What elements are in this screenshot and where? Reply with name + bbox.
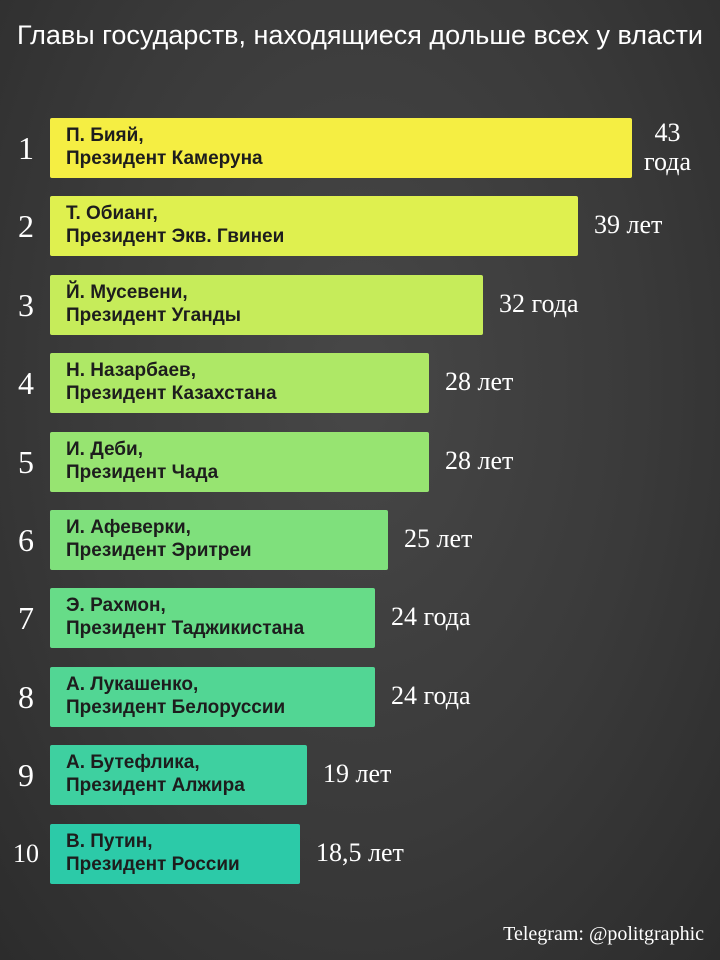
bar-leader-name: Т. Обианг,: [66, 203, 158, 224]
bar-leader-name: И. Афеверки,: [66, 517, 191, 538]
bar-7: Э. Рахмон, Президент Таджикистана: [50, 588, 375, 648]
bar-leader-position: Президент Камеруна: [66, 148, 263, 169]
rank-number: 6: [18, 522, 34, 558]
bar-leader-position: Президент Алжира: [66, 775, 245, 796]
bar-6: И. Афеверки, Президент Эритреи: [50, 510, 388, 570]
bar-leader-name: А. Лукашенко,: [66, 674, 199, 695]
bar-8: А. Лукашенко, Президент Белоруссии: [50, 667, 375, 727]
bar-leader-position: Президент России: [66, 854, 240, 875]
bar-2: Т. Обианг, Президент Экв. Гвинеи: [50, 196, 578, 256]
bar-value-label: 19 лет: [323, 759, 392, 788]
bar-leader-name: А. Бутефлика,: [66, 752, 200, 773]
bar-leader-position: Президент Таджикистана: [66, 618, 305, 639]
bar-leader-position: Президент Экв. Гвинеи: [66, 226, 285, 247]
bar-value-label: 18,5 лет: [316, 838, 404, 867]
bar-5: И. Деби, Президент Чада: [50, 432, 429, 492]
bar-10: В. Путин, Президент России: [50, 824, 300, 884]
bar-value-label: 28 лет: [445, 446, 514, 475]
bar-leader-position: Президент Уганды: [66, 305, 241, 326]
rank-number: 7: [18, 600, 34, 636]
bar-leader-position: Президент Казахстана: [66, 383, 277, 404]
bar-leader-position: Президент Белоруссии: [66, 697, 286, 718]
bar-value-label: 24 года: [391, 602, 471, 631]
bar-value-label: 43 года: [644, 118, 692, 176]
chart-title: Главы государств, находящиеся дольше все…: [17, 20, 703, 50]
rank-number: 10: [13, 839, 39, 868]
footer-credit: Telegram: @politgraphic: [503, 923, 704, 945]
bar-1: П. Бияй, Президент Камеруна: [50, 118, 632, 178]
bar-leader-position: Президент Чада: [66, 462, 219, 483]
bar-leader-name: Й. Мусевени,: [66, 282, 188, 303]
bar-leader-name: П. Бияй,: [66, 125, 144, 146]
rank-number: 4: [18, 365, 34, 401]
bar-value-label: 39 лет: [594, 210, 663, 239]
rank-number: 3: [18, 287, 34, 323]
bar-4: Н. Назарбаев, Президент Казахстана: [50, 353, 429, 413]
bar-value-label: 25 лет: [404, 524, 473, 553]
rank-number: 8: [18, 679, 34, 715]
rank-number: 9: [18, 757, 34, 793]
bar-value-label: 24 года: [391, 681, 471, 710]
bar-leader-name: В. Путин,: [66, 831, 153, 852]
bar-value-label: 28 лет: [445, 367, 514, 396]
rank-number: 2: [18, 208, 34, 244]
bar-leader-position: Президент Эритреи: [66, 540, 252, 561]
bar-9: А. Бутефлика, Президент Алжира: [50, 745, 307, 805]
bar-leader-name: Э. Рахмон,: [66, 595, 166, 616]
rank-number: 5: [18, 444, 34, 480]
bar-leader-name: Н. Назарбаев,: [66, 360, 196, 381]
bar-3: Й. Мусевени, Президент Уганды: [50, 275, 483, 335]
bar-value-label: 32 года: [499, 289, 579, 318]
rank-number: 1: [18, 130, 34, 166]
bar-leader-name: И. Деби,: [66, 439, 143, 460]
